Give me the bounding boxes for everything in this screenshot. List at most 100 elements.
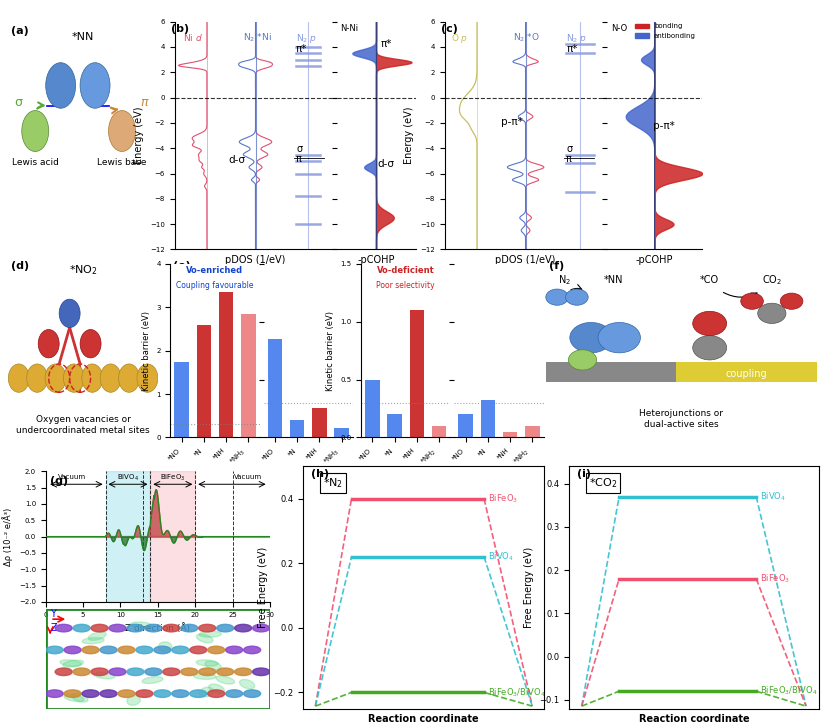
Circle shape [208, 690, 224, 698]
Text: Oxygen vacancies or
undercoordinated metal sites: Oxygen vacancies or undercoordinated met… [17, 416, 150, 435]
Text: N$_2$ $p$: N$_2$ $p$ [566, 32, 588, 45]
Text: π*: π* [381, 39, 391, 49]
Ellipse shape [159, 642, 172, 651]
Circle shape [199, 668, 216, 675]
Text: (i): (i) [577, 469, 591, 479]
Text: σ: σ [296, 144, 302, 154]
Circle shape [780, 293, 803, 309]
Circle shape [101, 364, 121, 393]
Ellipse shape [60, 660, 81, 667]
Circle shape [73, 625, 90, 632]
Circle shape [253, 668, 269, 675]
Y-axis label: Δρ (10⁻² e/Å³): Δρ (10⁻² e/Å³) [2, 508, 13, 565]
Circle shape [38, 330, 59, 358]
X-axis label: Reaction coordinate: Reaction coordinate [638, 714, 750, 723]
Circle shape [73, 668, 90, 675]
Text: d-σ: d-σ [377, 159, 395, 169]
Circle shape [109, 625, 126, 632]
Y-axis label: Energy (eV): Energy (eV) [135, 107, 145, 164]
Ellipse shape [127, 696, 140, 706]
Circle shape [64, 646, 81, 654]
X-axis label: *H: *H [302, 473, 314, 482]
X-axis label: Reaction coordinate: Reaction coordinate [368, 714, 479, 723]
X-axis label: pDOS (1/eV): pDOS (1/eV) [225, 255, 286, 265]
Text: (h): (h) [311, 469, 329, 479]
Text: *N$_2$: *N$_2$ [322, 476, 342, 489]
Text: N$_2$ $p$: N$_2$ $p$ [296, 32, 317, 45]
Text: Ni $d$: Ni $d$ [183, 32, 203, 43]
Text: BiVO$_4$: BiVO$_4$ [760, 490, 786, 503]
Circle shape [189, 690, 207, 698]
Circle shape [598, 322, 641, 353]
Bar [676, 362, 817, 382]
Bar [546, 362, 676, 382]
Ellipse shape [142, 677, 163, 683]
Bar [432, 426, 446, 437]
Ellipse shape [239, 680, 255, 689]
X-axis label: *CO: *CO [397, 473, 415, 482]
Text: Heterojunctions or
dual-active sites: Heterojunctions or dual-active sites [639, 409, 724, 429]
Bar [481, 401, 495, 437]
Circle shape [568, 350, 597, 370]
Circle shape [226, 690, 243, 698]
Circle shape [217, 625, 234, 632]
Circle shape [546, 289, 568, 305]
Y-axis label: Energy (eV): Energy (eV) [405, 107, 415, 164]
Circle shape [82, 646, 99, 654]
Circle shape [63, 364, 85, 393]
Circle shape [226, 646, 243, 654]
Text: p-π*: p-π* [653, 121, 675, 132]
Circle shape [64, 690, 81, 698]
Circle shape [109, 111, 135, 152]
X-axis label: pDOS (1/eV): pDOS (1/eV) [495, 255, 556, 265]
Text: BiFeO$_3$/BiVO$_4$: BiFeO$_3$/BiVO$_4$ [760, 685, 818, 698]
Bar [365, 380, 380, 437]
Text: BiVO$_4$: BiVO$_4$ [117, 472, 139, 482]
Circle shape [118, 646, 135, 654]
Text: N-Ni: N-Ni [341, 24, 359, 33]
Text: O $p$: O $p$ [451, 32, 469, 45]
Ellipse shape [199, 687, 214, 697]
Y-axis label: Kinetic barrier (eV): Kinetic barrier (eV) [141, 311, 150, 390]
Circle shape [47, 690, 63, 698]
Text: BiFeO$_3$/BiVO$_4$: BiFeO$_3$/BiVO$_4$ [488, 686, 545, 698]
Text: π: π [140, 96, 147, 109]
Text: *NN: *NN [72, 32, 94, 42]
Circle shape [570, 322, 612, 353]
Text: π*: π* [296, 44, 307, 54]
Circle shape [163, 668, 179, 675]
Circle shape [22, 111, 49, 152]
Circle shape [154, 690, 171, 698]
Ellipse shape [205, 661, 221, 670]
Text: p-π*: p-π* [501, 117, 523, 127]
Circle shape [46, 63, 76, 108]
Circle shape [80, 330, 101, 358]
Bar [268, 339, 283, 437]
Circle shape [119, 364, 140, 393]
Circle shape [127, 625, 144, 632]
Circle shape [234, 668, 252, 675]
Circle shape [145, 625, 162, 632]
Ellipse shape [196, 660, 219, 666]
Bar [290, 420, 304, 437]
Text: Lewis acid: Lewis acid [12, 158, 59, 167]
Ellipse shape [82, 638, 104, 643]
Ellipse shape [64, 694, 84, 701]
Circle shape [109, 668, 126, 675]
Text: CO$_2$: CO$_2$ [762, 273, 782, 287]
X-axis label: -pCOHP: -pCOHP [636, 255, 673, 265]
Text: σ: σ [566, 144, 573, 154]
Bar [241, 314, 256, 437]
Circle shape [91, 668, 108, 675]
Ellipse shape [94, 672, 115, 679]
Circle shape [118, 690, 135, 698]
X-axis label: *H: *H [494, 473, 504, 482]
Text: (f): (f) [548, 261, 564, 270]
Bar [175, 362, 189, 437]
Circle shape [181, 668, 198, 675]
Y-axis label: Free Energy (eV): Free Energy (eV) [524, 547, 534, 628]
X-axis label: *CO: *CO [206, 473, 224, 482]
Y-axis label: Free Energy (eV): Free Energy (eV) [258, 547, 268, 628]
Circle shape [45, 364, 66, 393]
Text: (g): (g) [50, 476, 68, 487]
